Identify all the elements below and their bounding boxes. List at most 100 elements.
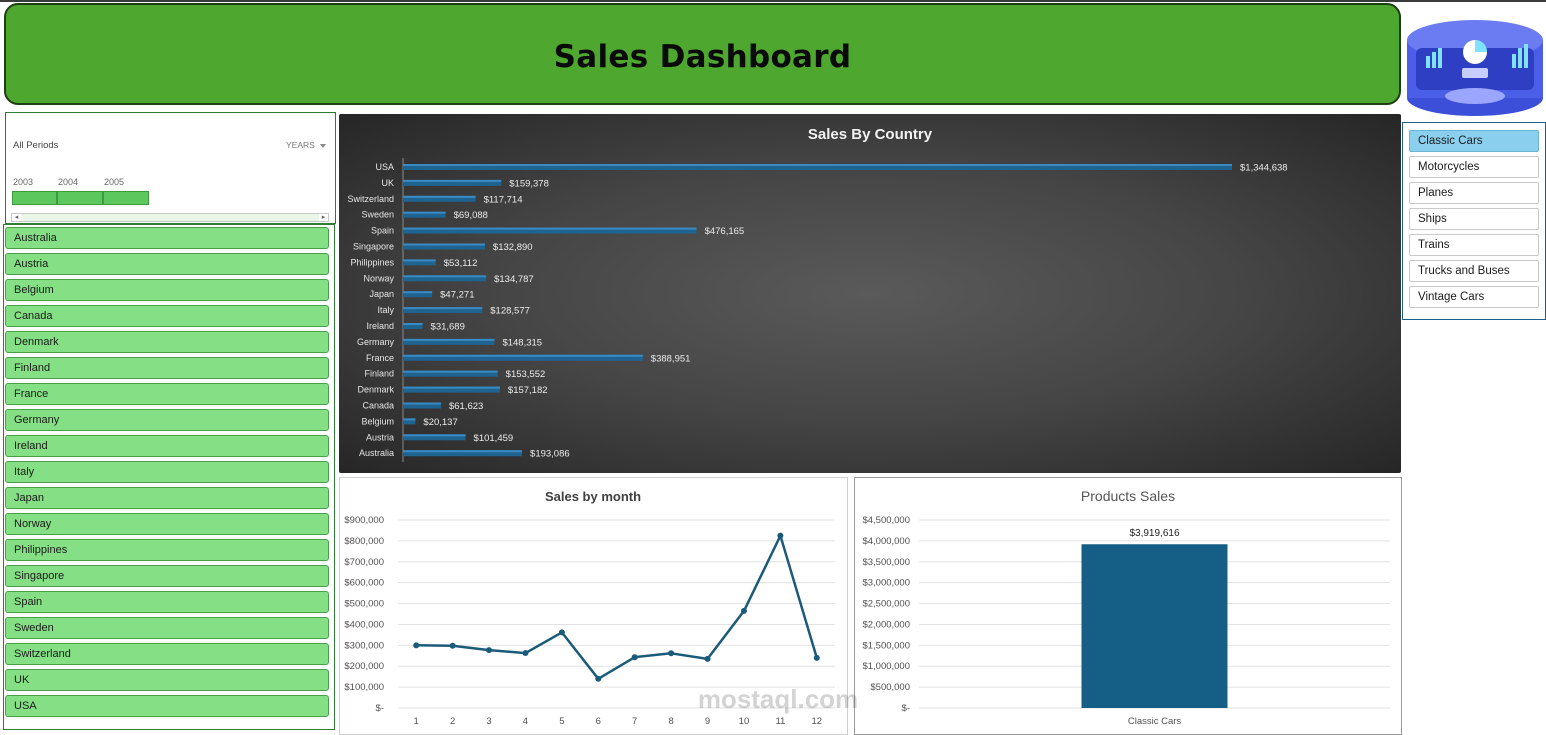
timeline-year-bar[interactable]: [57, 191, 103, 205]
bar-highlight: [403, 164, 1232, 166]
y-tick-label: USA: [375, 162, 394, 172]
timeline-slicer[interactable]: All Periods YEARS 2003 2004 2005 ◂ ▸: [5, 112, 336, 224]
y-tick-label: $4,000,000: [862, 536, 910, 547]
bar: [403, 243, 485, 250]
y-tick-label: Finland: [364, 369, 394, 379]
bar-highlight: [403, 418, 416, 421]
timeline-scrollbar[interactable]: ◂ ▸: [11, 213, 329, 222]
data-label: $132,890: [493, 242, 533, 253]
bar: [403, 275, 487, 282]
x-tick-label: 5: [559, 716, 564, 727]
y-tick-label: $-: [376, 703, 384, 714]
y-tick-label: $1,000,000: [862, 661, 910, 672]
x-tick-label: 3: [486, 716, 491, 727]
bar: [1081, 544, 1228, 708]
data-point: [486, 647, 493, 654]
y-tick-label: $3,500,000: [862, 557, 910, 568]
country-filter-button[interactable]: UK: [5, 669, 329, 691]
chevron-down-icon: [319, 143, 326, 148]
y-tick-label: $500,000: [870, 682, 910, 693]
data-label: $1,344,638: [1240, 163, 1288, 174]
product-filter-button[interactable]: Motorcycles: [1409, 156, 1539, 178]
y-tick-label: $2,000,000: [862, 619, 910, 630]
bar-highlight: [403, 179, 502, 182]
country-filter-button[interactable]: Japan: [5, 487, 329, 509]
country-filter-button[interactable]: Canada: [5, 305, 329, 327]
country-filter-button[interactable]: Ireland: [5, 435, 329, 457]
country-filter-button[interactable]: Norway: [5, 513, 329, 535]
bar: [403, 354, 643, 361]
y-tick-label: $900,000: [344, 515, 384, 526]
scroll-right-icon[interactable]: ▸: [319, 214, 328, 221]
timeline-year-bar[interactable]: [103, 191, 149, 205]
y-tick-label: Germany: [357, 337, 395, 347]
chart-title: Sales By Country: [808, 126, 933, 143]
country-filter-button[interactable]: Finland: [5, 357, 329, 379]
product-filter-button[interactable]: Trains: [1409, 234, 1539, 256]
y-tick-label: $100,000: [344, 682, 384, 693]
data-label: $388,951: [651, 353, 691, 364]
timeline-unit-dropdown[interactable]: YEARS: [286, 140, 326, 150]
data-point: [631, 654, 638, 661]
data-point: [813, 654, 820, 661]
timeline-period-label: All Periods: [13, 140, 59, 151]
country-filter-button[interactable]: Sweden: [5, 617, 329, 639]
x-tick-label: 10: [739, 716, 750, 727]
x-tick-label: 2: [450, 716, 455, 727]
product-slicer: Classic Cars Motorcycles Planes Ships Trains…: [1402, 122, 1546, 320]
y-tick-label: $2,500,000: [862, 599, 910, 610]
bar: [403, 370, 498, 377]
data-label: $134,787: [494, 274, 534, 285]
bar: [403, 211, 446, 218]
product-filter-button[interactable]: Trucks and Buses: [1409, 260, 1539, 282]
y-tick-label: Belgium: [361, 416, 394, 426]
timeline-unit-label: YEARS: [286, 140, 315, 150]
data-point: [777, 532, 784, 539]
data-point: [558, 629, 565, 636]
bar: [403, 402, 441, 409]
products-sales-chart: Products Sales $- $500,000 $1,000,000 $1,500…: [854, 477, 1402, 735]
x-tick-label: 6: [596, 716, 601, 727]
country-filter-button[interactable]: Germany: [5, 409, 329, 431]
bar: [403, 450, 523, 457]
country-filter-button[interactable]: Spain: [5, 591, 329, 613]
timeline-year-label: 2005: [104, 177, 125, 187]
y-tick-label: Italy: [377, 305, 394, 315]
country-filter-button[interactable]: Austria: [5, 253, 329, 275]
data-point: [668, 650, 675, 657]
x-tick-label: 7: [632, 716, 637, 727]
country-filter-button[interactable]: Australia: [5, 227, 329, 249]
series-line: [416, 534, 818, 681]
bar: [403, 338, 495, 345]
data-point: [740, 607, 747, 614]
bar: [403, 259, 436, 266]
y-tick-label: Norway: [363, 273, 394, 283]
data-label: $69,088: [454, 210, 488, 221]
timeline-year-bar[interactable]: [12, 191, 57, 205]
bar-highlight: [403, 338, 495, 341]
country-filter-button[interactable]: Singapore: [5, 565, 329, 587]
product-filter-button[interactable]: Classic Cars: [1409, 130, 1539, 152]
country-filter-button[interactable]: France: [5, 383, 329, 405]
y-tick-label: $800,000: [344, 536, 384, 547]
y-tick-label: Austria: [366, 432, 394, 442]
data-label: $101,459: [474, 433, 514, 444]
product-filter-button[interactable]: Planes: [1409, 182, 1539, 204]
scroll-left-icon[interactable]: ◂: [12, 214, 21, 221]
bar-highlight: [403, 354, 643, 357]
country-filter-button[interactable]: Philippines: [5, 539, 329, 561]
bar-highlight: [403, 259, 436, 262]
country-filter-button[interactable]: Italy: [5, 461, 329, 483]
product-filter-button[interactable]: Vintage Cars: [1409, 286, 1539, 308]
y-tick-label: $1,500,000: [862, 640, 910, 651]
country-filter-button[interactable]: Denmark: [5, 331, 329, 353]
bar-highlight: [403, 386, 500, 389]
y-tick-label: $4,500,000: [862, 515, 910, 526]
country-filter-button[interactable]: Switzerland: [5, 643, 329, 665]
country-filter-button[interactable]: Belgium: [5, 279, 329, 301]
sales-by-country-svg: Sales By Country USA $1,344,638 UK $159,378 S…: [347, 126, 1288, 462]
data-label: $3,919,616: [1129, 528, 1179, 539]
country-filter-button[interactable]: USA: [5, 695, 329, 717]
product-filter-button[interactable]: Ships: [1409, 208, 1539, 230]
bar-highlight: [403, 243, 485, 246]
